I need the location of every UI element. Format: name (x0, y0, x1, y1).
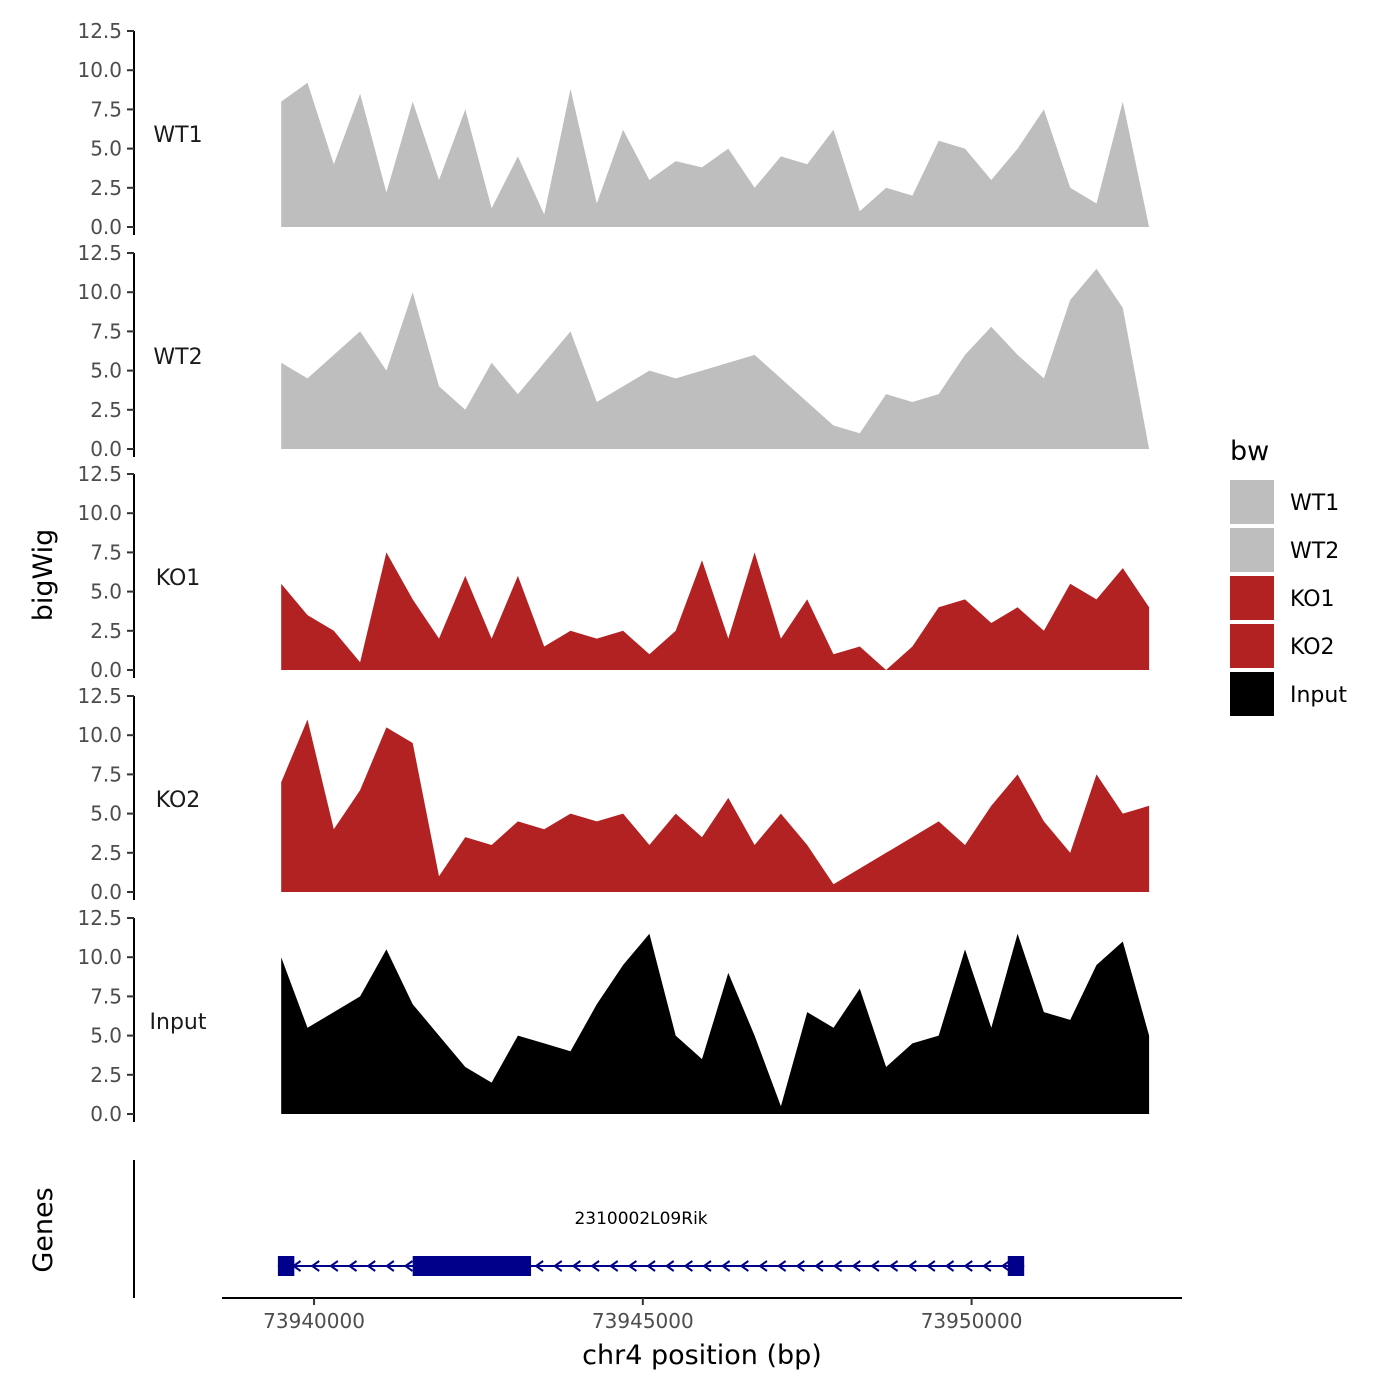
track-wt2: 0.0 2.5 5.0 7.5 10.0 12.5 WT2 (77, 241, 1149, 461)
legend-label-ko2: KO2 (1290, 635, 1335, 660)
legend-swatch-input (1230, 672, 1274, 716)
legend-swatch-wt2 (1230, 528, 1274, 572)
y-tick-label: 2.5 (90, 398, 122, 422)
y-tick-label: 7.5 (90, 762, 122, 786)
gene-exon (1008, 1256, 1024, 1276)
y-tick-label: 0.0 (90, 880, 122, 904)
x-tick-label: 73940000 (263, 1309, 365, 1333)
y-tick-label: 0.0 (90, 658, 122, 682)
legend-label-ko1: KO1 (1290, 587, 1335, 612)
track-label: WT1 (153, 123, 202, 148)
y-tick-label: 12.5 (77, 684, 122, 708)
signal-area-input (281, 934, 1149, 1114)
y-tick-label: 5.0 (90, 802, 122, 826)
x-axis: 73940000 73945000 73950000 (222, 1298, 1182, 1333)
y-tick-label: 7.5 (90, 319, 122, 343)
y-tick-label: 0.0 (90, 437, 122, 461)
y-tick-label: 12.5 (77, 241, 122, 265)
y-tick-label: 12.5 (77, 462, 122, 486)
legend-label-wt2: WT2 (1290, 539, 1339, 564)
y-tick-label: 2.5 (90, 1063, 122, 1087)
track-label: KO2 (156, 788, 201, 813)
y-tick-label: 2.5 (90, 841, 122, 865)
y-axis-title: bigWig (28, 529, 59, 622)
gene-name-label: 2310002L09Rik (574, 1209, 707, 1229)
gene-panel: 2310002L09Rik (134, 1160, 1024, 1298)
y-tick-label: 7.5 (90, 984, 122, 1008)
y-tick-label: 2.5 (90, 619, 122, 643)
y-tick-label: 10.0 (77, 58, 122, 82)
legend-title: bw (1230, 436, 1269, 467)
x-tick-label: 73950000 (921, 1309, 1023, 1333)
y-tick-label: 10.0 (77, 723, 122, 747)
y-tick-label: 0.0 (90, 215, 122, 239)
y-tick-label: 12.5 (77, 19, 122, 43)
signal-tracks: 0.0 2.5 5.0 7.5 10.0 12.5 WT1 0.0 2.5 5.0 7.5 10.0 1… (77, 19, 1149, 1126)
y-tick-label: 7.5 (90, 540, 122, 564)
track-label: Input (150, 1010, 207, 1035)
legend-label-input: Input (1290, 683, 1347, 708)
track-label: WT2 (153, 345, 202, 370)
legend-label-wt1: WT1 (1290, 491, 1339, 516)
y-tick-label: 10.0 (77, 280, 122, 304)
y-tick-label: 2.5 (90, 176, 122, 200)
x-tick-label: 73945000 (592, 1309, 694, 1333)
y-tick-label: 5.0 (90, 359, 122, 383)
legend-swatch-wt1 (1230, 480, 1274, 524)
signal-area-ko2 (281, 720, 1149, 893)
genome-track-chart: 0.0 2.5 5.0 7.5 10.0 12.5 WT1 0.0 2.5 5.0 7.5 10.0 1… (0, 0, 1400, 1400)
y-tick-label: 0.0 (90, 1102, 122, 1126)
track-label: KO1 (156, 566, 201, 591)
y-tick-label: 7.5 (90, 97, 122, 121)
gene-exon (413, 1256, 531, 1276)
signal-area-wt2 (281, 269, 1149, 449)
y-tick-label: 10.0 (77, 945, 122, 969)
legend: bw WT1 WT2 KO1 KO2 Input (1230, 436, 1347, 716)
gene-panel-title: Genes (28, 1187, 59, 1272)
y-tick-label: 12.5 (77, 906, 122, 930)
x-axis-title: chr4 position (bp) (582, 1340, 822, 1371)
signal-area-ko1 (281, 552, 1149, 670)
legend-swatch-ko1 (1230, 576, 1274, 620)
gene-exon (278, 1256, 294, 1276)
legend-swatch-ko2 (1230, 624, 1274, 668)
track-ko1: 0.0 2.5 5.0 7.5 10.0 12.5 KO1 (77, 462, 1149, 682)
track-input: 0.0 2.5 5.0 7.5 10.0 12.5 Input (77, 906, 1149, 1126)
y-tick-label: 10.0 (77, 501, 122, 525)
y-tick-label: 5.0 (90, 137, 122, 161)
track-ko2: 0.0 2.5 5.0 7.5 10.0 12.5 KO2 (77, 684, 1149, 904)
y-tick-label: 5.0 (90, 580, 122, 604)
signal-area-wt1 (281, 83, 1149, 227)
y-tick-label: 5.0 (90, 1024, 122, 1048)
track-wt1: 0.0 2.5 5.0 7.5 10.0 12.5 WT1 (77, 19, 1149, 239)
